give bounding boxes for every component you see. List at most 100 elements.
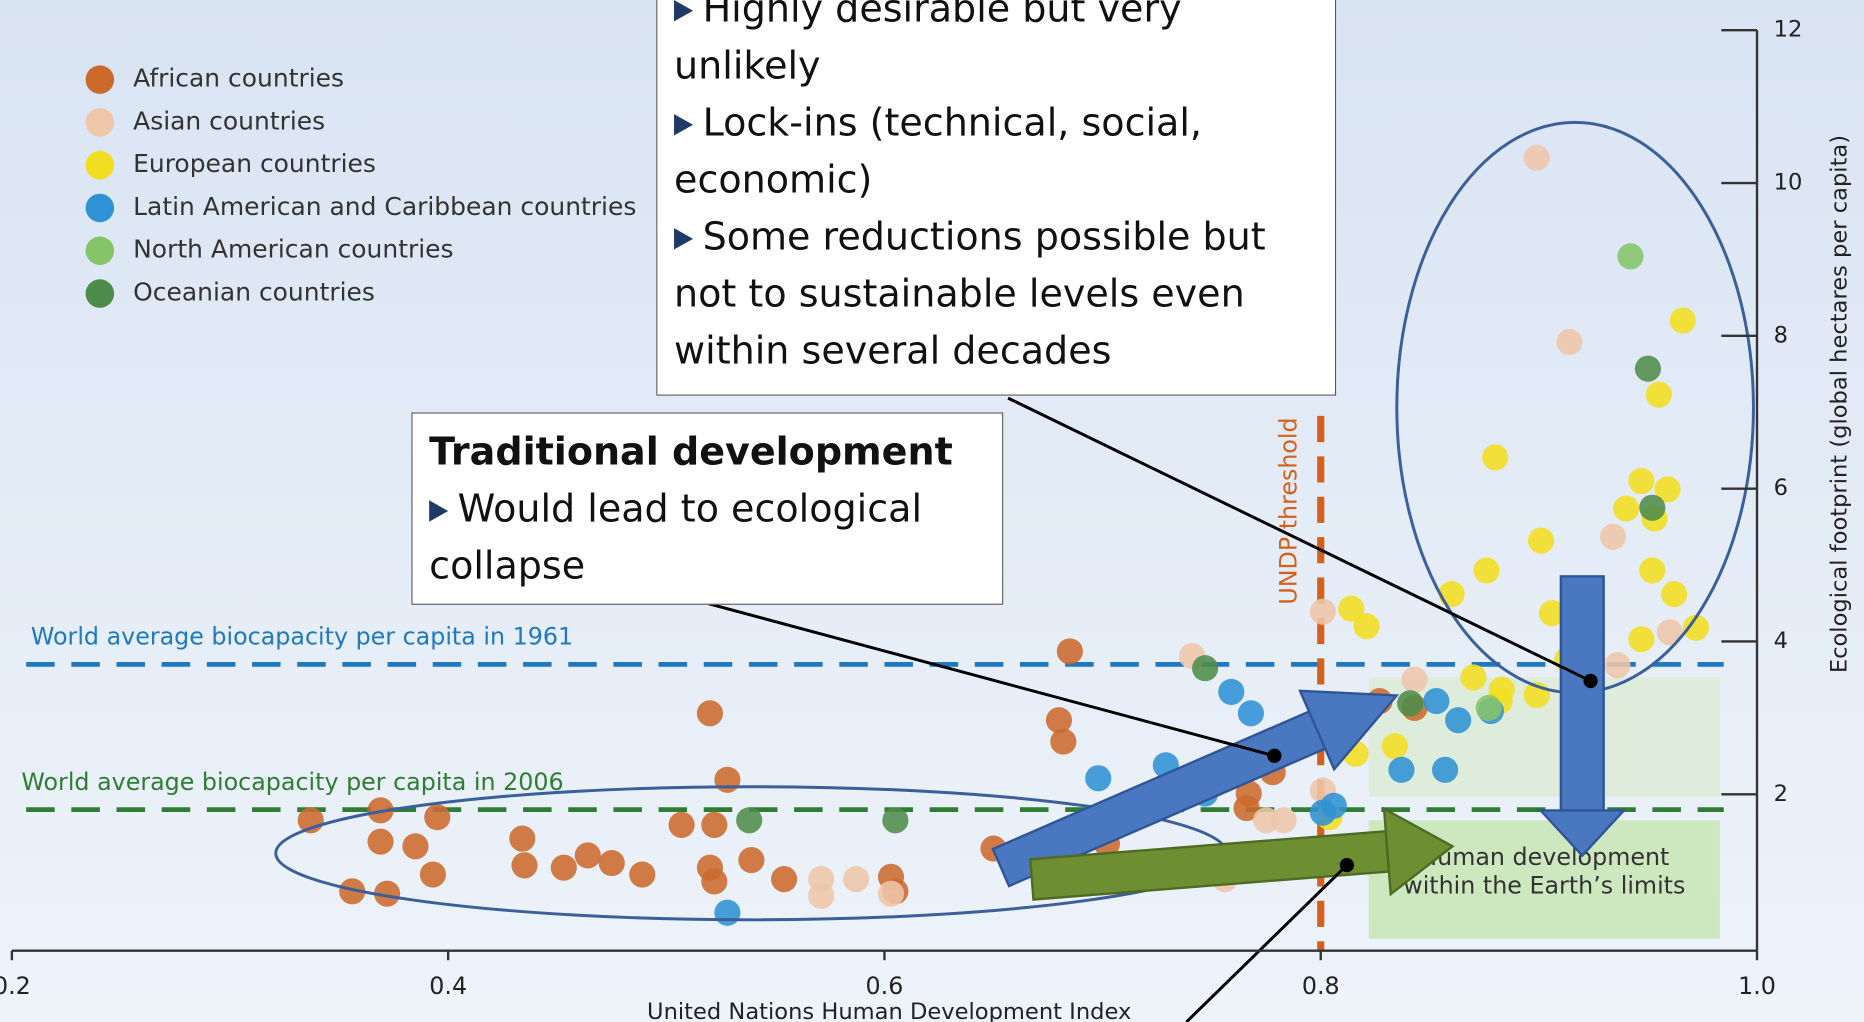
point	[668, 811, 695, 838]
point	[1050, 728, 1077, 755]
point	[882, 807, 909, 834]
point	[771, 866, 798, 893]
legend-swatch	[85, 279, 115, 308]
point	[736, 807, 763, 834]
point	[1473, 557, 1500, 584]
point	[1604, 652, 1631, 679]
legend-label: Asian countries	[133, 106, 325, 135]
point	[1233, 794, 1260, 822]
point	[701, 868, 728, 895]
point	[696, 700, 724, 727]
point	[1634, 355, 1662, 382]
point	[1237, 700, 1265, 727]
point	[339, 878, 366, 905]
point	[1556, 328, 1583, 356]
y-tick-label: 8	[1774, 322, 1788, 348]
point	[1661, 581, 1688, 608]
legend-label: North American countries	[133, 235, 453, 264]
callout-line: Lock-ins (technical, social, economic)	[674, 94, 1318, 208]
point	[511, 852, 538, 879]
point	[1628, 467, 1655, 495]
point	[1309, 799, 1336, 826]
point	[424, 804, 451, 831]
y-tick-label: 6	[1774, 475, 1788, 501]
point	[1423, 688, 1450, 715]
y-tick-label: 4	[1774, 628, 1788, 654]
point	[598, 850, 625, 877]
point	[574, 842, 601, 869]
point	[1438, 581, 1465, 608]
point	[1353, 613, 1380, 640]
point	[1538, 600, 1566, 627]
callout-title: Traditional development	[429, 429, 953, 475]
region-label: within the Earth’s limits	[1403, 871, 1685, 899]
pointer-dot	[1339, 858, 1355, 873]
point	[1682, 614, 1710, 641]
legend-label: European countries	[133, 149, 376, 178]
callout: Highly desirable but very unlikely Lock-…	[656, 0, 1336, 396]
legend-label: African countries	[133, 64, 344, 93]
point	[738, 846, 765, 874]
point	[367, 828, 394, 855]
point	[1460, 664, 1487, 691]
point	[374, 880, 401, 907]
point	[1475, 694, 1502, 722]
point	[1192, 655, 1219, 682]
point	[1381, 733, 1408, 760]
reference-label: World average biocapacity per capita in …	[31, 623, 573, 651]
point	[1056, 638, 1083, 665]
callout-line: Would lead to ecological collapse	[429, 480, 985, 594]
point	[1388, 756, 1415, 783]
point	[1639, 494, 1666, 521]
arrow	[1537, 575, 1627, 858]
y-tick-label: 10	[1774, 170, 1803, 196]
point	[1445, 707, 1472, 734]
point	[1599, 523, 1627, 550]
x-tick-label: 0.4	[429, 972, 467, 1000]
pointer	[1007, 396, 1592, 683]
point	[1527, 527, 1555, 554]
point	[701, 811, 728, 838]
point	[509, 825, 536, 852]
point	[1218, 678, 1245, 705]
reference-label: World average biocapacity per capita in …	[21, 768, 563, 796]
point	[1045, 707, 1073, 734]
legend-swatch	[85, 108, 115, 137]
point	[1482, 444, 1509, 471]
point	[1617, 243, 1644, 270]
arrow	[1028, 806, 1455, 901]
point	[1645, 381, 1672, 408]
pointer-dot	[1583, 673, 1598, 689]
point	[1654, 476, 1681, 503]
point	[877, 880, 905, 907]
point	[1253, 807, 1280, 834]
point	[714, 899, 741, 926]
x-tick-label: 1.0	[1738, 972, 1776, 1000]
point	[714, 766, 741, 793]
pointer	[1185, 864, 1348, 1022]
point	[402, 833, 429, 860]
point	[1523, 144, 1550, 171]
point	[1397, 690, 1424, 717]
y-tick-label: 12	[1774, 17, 1803, 43]
point	[1656, 619, 1683, 646]
region-label: Human development	[1419, 843, 1669, 871]
point	[419, 861, 446, 888]
y-axis-label: Ecological footprint (global hectares pe…	[1827, 135, 1853, 673]
x-tick-label: 0.6	[866, 972, 904, 1000]
legend-swatch	[85, 193, 115, 223]
callout: Traditional development Would lead to ec…	[411, 412, 1003, 605]
legend-swatch	[85, 236, 115, 266]
point	[843, 866, 870, 893]
threshold-label: UNDP threshold	[1274, 417, 1302, 604]
y-tick-label: 2	[1774, 781, 1788, 807]
legend-label: Latin American and Caribbean countries	[133, 192, 636, 221]
point	[1309, 598, 1336, 625]
point	[1338, 595, 1365, 622]
point	[1085, 765, 1112, 792]
legend-swatch	[85, 65, 115, 94]
point	[1669, 307, 1696, 334]
point	[550, 854, 577, 881]
x-tick-label: 0.2	[0, 972, 31, 1000]
